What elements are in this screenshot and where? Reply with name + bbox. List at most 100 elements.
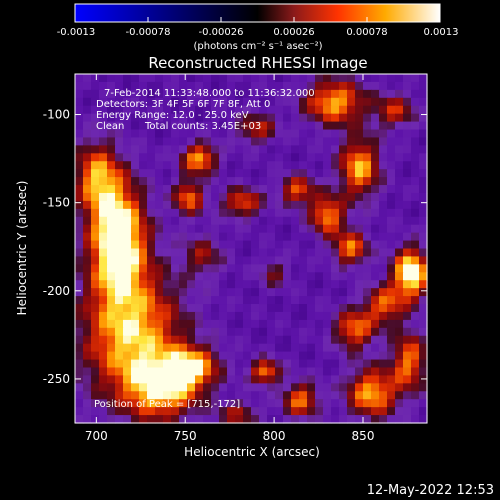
heatmap-cell bbox=[419, 399, 428, 408]
heatmap-cell bbox=[195, 256, 204, 265]
heatmap-cell bbox=[251, 367, 260, 377]
heatmap-cell bbox=[291, 343, 300, 353]
heatmap-cell bbox=[75, 232, 84, 242]
heatmap-cell bbox=[291, 359, 300, 369]
heatmap-cell bbox=[403, 74, 412, 83]
heatmap-cell bbox=[243, 161, 252, 170]
heatmap-cell bbox=[227, 399, 236, 408]
heatmap-cell bbox=[363, 113, 372, 123]
heatmap-cell bbox=[179, 161, 188, 170]
heatmap-cell bbox=[323, 311, 332, 321]
annotation-counts: Total counts: 3.45E+03 bbox=[144, 121, 261, 132]
heatmap-cell bbox=[155, 89, 164, 99]
heatmap-cell bbox=[339, 121, 348, 131]
heatmap-cell bbox=[379, 407, 388, 416]
heatmap-cell bbox=[259, 359, 268, 369]
heatmap-cell bbox=[331, 185, 340, 194]
heatmap-cell bbox=[355, 145, 364, 154]
heatmap-cell bbox=[251, 74, 260, 83]
heatmap-cell bbox=[147, 359, 156, 369]
heatmap-cell bbox=[259, 415, 268, 424]
heatmap-cell bbox=[179, 367, 188, 377]
heatmap-cell bbox=[187, 129, 196, 139]
heatmap-cell bbox=[379, 161, 388, 170]
heatmap-cell bbox=[123, 137, 132, 146]
heatmap-cell bbox=[347, 256, 356, 265]
heatmap-cell bbox=[107, 304, 116, 313]
heatmap-cell bbox=[75, 121, 84, 131]
heatmap-cell bbox=[115, 280, 124, 289]
heatmap-cell bbox=[155, 383, 164, 392]
heatmap-cell bbox=[299, 137, 308, 146]
heatmap-cell bbox=[339, 367, 348, 377]
heatmap-cell bbox=[371, 129, 380, 139]
heatmap-cell bbox=[195, 399, 204, 408]
image-annotations: 7-Feb-2014 11:33:48.000 to 11:36:32.000 … bbox=[94, 88, 315, 410]
heatmap-cell bbox=[219, 232, 228, 242]
heatmap-cell bbox=[371, 272, 380, 281]
heatmap-cell bbox=[387, 264, 396, 273]
heatmap-cell bbox=[235, 407, 244, 416]
heatmap-cell bbox=[379, 351, 388, 361]
heatmap-cell bbox=[203, 105, 212, 115]
heatmap-cell bbox=[403, 343, 412, 353]
heatmap-cell bbox=[355, 415, 364, 424]
heatmap-cell bbox=[363, 351, 372, 361]
heatmap-cell bbox=[75, 153, 84, 162]
heatmap-cell bbox=[91, 415, 100, 424]
heatmap-cell bbox=[283, 311, 292, 321]
heatmap-cell bbox=[323, 391, 332, 400]
heatmap-cell bbox=[371, 296, 380, 305]
heatmap-cell bbox=[315, 161, 324, 170]
heatmap-cell bbox=[363, 415, 372, 424]
heatmap-cell bbox=[179, 224, 188, 234]
heatmap-cell bbox=[187, 407, 196, 416]
heatmap-cell bbox=[211, 375, 220, 384]
heatmap-cell bbox=[283, 145, 292, 154]
heatmap-cell bbox=[395, 335, 404, 345]
heatmap-cell bbox=[403, 327, 412, 337]
heatmap-cell bbox=[323, 89, 332, 99]
heatmap-cell bbox=[355, 296, 364, 305]
heatmap-cell bbox=[91, 407, 100, 416]
heatmap-cell bbox=[259, 208, 268, 218]
heatmap-cell bbox=[395, 240, 404, 250]
heatmap-cell bbox=[275, 81, 284, 91]
heatmap-cell bbox=[243, 113, 252, 123]
heatmap-cell bbox=[227, 232, 236, 242]
heatmap-cell bbox=[291, 169, 300, 178]
heatmap-cell bbox=[347, 351, 356, 361]
heatmap-cell bbox=[179, 192, 188, 202]
heatmap-cell bbox=[91, 208, 100, 218]
heatmap-cell bbox=[211, 129, 220, 139]
heatmap-cell bbox=[131, 335, 140, 345]
heatmap-cell bbox=[115, 216, 124, 226]
heatmap-cell bbox=[131, 272, 140, 281]
heatmap-cell bbox=[339, 383, 348, 392]
heatmap-cell bbox=[195, 185, 204, 194]
heatmap-cell bbox=[387, 161, 396, 170]
heatmap-cell bbox=[403, 137, 412, 146]
colorbar-tick-label: 0.00078 bbox=[346, 27, 387, 38]
heatmap-cell bbox=[131, 129, 140, 139]
heatmap-cell bbox=[219, 177, 228, 186]
heatmap-cell bbox=[211, 327, 220, 337]
heatmap-cell bbox=[331, 407, 340, 416]
heatmap-cell bbox=[75, 264, 84, 273]
heatmap-cell bbox=[243, 248, 252, 258]
heatmap-cell bbox=[99, 359, 108, 369]
heatmap-cell bbox=[379, 185, 388, 194]
heatmap-cell bbox=[323, 185, 332, 194]
heatmap-cell bbox=[75, 97, 84, 107]
heatmap-cell bbox=[211, 232, 220, 242]
heatmap-cell bbox=[395, 74, 404, 83]
heatmap-cell bbox=[323, 97, 332, 107]
heatmap-cell bbox=[243, 121, 252, 131]
heatmap-cell bbox=[219, 153, 228, 162]
heatmap-cell bbox=[339, 399, 348, 408]
heatmap-cell bbox=[387, 319, 396, 329]
heatmap-cell bbox=[299, 296, 308, 305]
heatmap-cell bbox=[387, 375, 396, 384]
heatmap-cell bbox=[259, 311, 268, 321]
heatmap-cell bbox=[259, 177, 268, 186]
